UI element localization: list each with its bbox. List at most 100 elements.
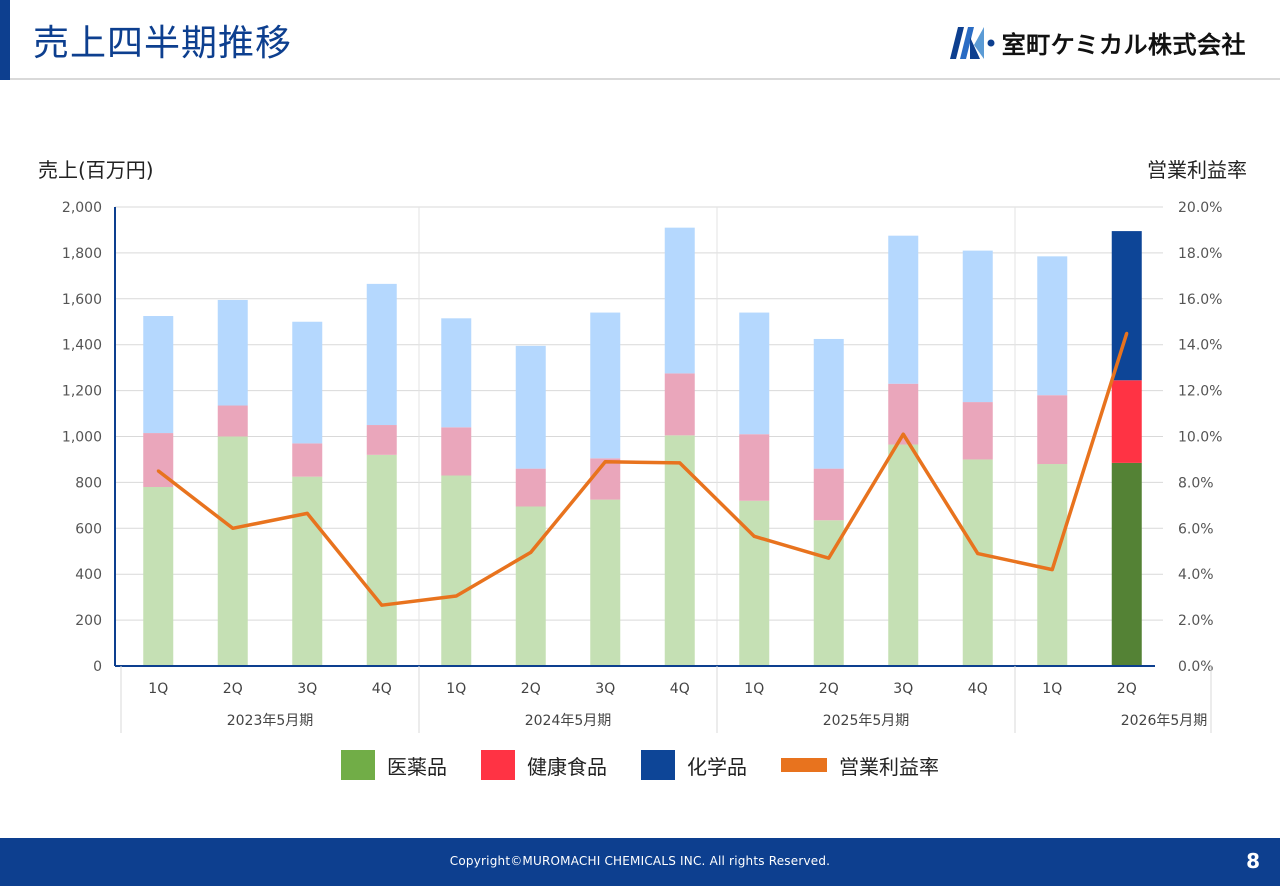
bar-segment [590,499,621,666]
y-tick-label: 1,400 [62,338,102,354]
legend-item: 医薬品 [341,750,447,780]
y-tick-label: 600 [75,521,102,537]
y-tick-label: 1,600 [62,292,102,308]
line-point [1125,331,1129,335]
x-tick-label: 1Q [446,681,466,697]
bar-segment [962,402,993,460]
slide-footer: Copyright©MUROMACHI CHEMICALS INC. All r… [0,838,1280,886]
slide-header: 売上四半期推移 室町ケミカル株式会社 [0,0,1280,80]
x-tick-label: 3Q [893,681,913,697]
bar-segment [217,405,248,437]
bar-segment [1111,380,1142,463]
bar-segment [813,338,844,469]
bar-segment [962,250,993,403]
bar-segment [366,425,397,455]
y2-tick-label: 20.0% [1178,200,1222,216]
x-tick-label: 3Q [595,681,615,697]
legend-label: 医薬品 [387,754,447,779]
bar-segment [1111,231,1142,381]
left-axis-title: 売上(百万円) [38,158,154,182]
copyright-text: Copyright©MUROMACHI CHEMICALS INC. All r… [449,854,831,868]
bar-segment [1111,462,1142,666]
line-point [231,526,235,530]
x-tick-label: 1Q [1042,681,1062,697]
x-tick-label: 4Q [670,681,690,697]
y-tick-label: 200 [75,613,102,629]
y-tick-label: 2,000 [62,200,102,216]
group-label: 2025年5月期 [823,713,910,729]
bar-segment [515,468,546,507]
bar-segment [441,318,472,428]
x-tick-label: 2Q [223,681,243,697]
line-point [529,550,533,554]
bar-segment [292,321,323,444]
group-label: 2026年5月期 [1121,713,1208,729]
bar-segment [292,476,323,666]
bar-segment [515,345,546,469]
x-tick-label: 1Q [148,681,168,697]
bar-segment [143,316,174,434]
bar-segment [590,312,621,459]
line-point [380,603,384,607]
chart-legend: 医薬品 健康食品 化学品 営業利益率 [0,750,1280,780]
bar-segment [515,506,546,666]
line-point [156,469,160,473]
bar-segment [813,468,844,521]
header-accent-bar [0,0,10,80]
x-tick-label: 1Q [744,681,764,697]
bar-segment [441,475,472,666]
bar-segment [441,427,472,476]
y2-tick-label: 14.0% [1178,338,1222,354]
right-axis-title: 営業利益率 [1147,158,1247,182]
y2-tick-label: 6.0% [1178,521,1214,537]
line-point [976,552,980,556]
x-tick-label: 4Q [372,681,392,697]
bar-segment [888,235,919,384]
legend-swatch [341,750,375,780]
y-tick-label: 1,200 [62,384,102,400]
page-title: 売上四半期推移 [33,23,293,64]
y2-tick-label: 2.0% [1178,613,1214,629]
bar-segment [590,458,621,500]
y2-tick-label: 16.0% [1178,292,1222,308]
y2-tick-label: 4.0% [1178,567,1214,583]
y2-tick-label: 12.0% [1178,384,1222,400]
x-tick-label: 2Q [819,681,839,697]
legend-label: 化学品 [687,754,747,779]
bar-segment [664,373,695,436]
legend-swatch [781,758,827,772]
y-tick-label: 1,000 [62,430,102,446]
legend-swatch [641,750,675,780]
x-tick-label: 4Q [968,681,988,697]
y-tick-label: 1,800 [62,246,102,262]
legend-item: 営業利益率 [781,750,939,780]
chart-canvas: 売上(百万円) 営業利益率 0 200 400 600 800 1,000 1,200 1,400… [38,158,1247,733]
line-point [678,461,682,465]
line-point [827,556,831,560]
y2-tick-label: 10.0% [1178,430,1222,446]
y-tick-label: 400 [75,567,102,583]
y2-tick-label: 18.0% [1178,246,1222,262]
y2-tick-label: 8.0% [1178,475,1214,491]
x-tick-label: 3Q [297,681,317,697]
bar-segment [1037,256,1068,396]
group-label: 2023年5月期 [227,713,314,729]
y-tick-label: 800 [75,475,102,491]
company-logo: 室町ケミカル株式会社 [949,22,1246,62]
operating-margin-line [157,332,1129,607]
x-tick-label: 2Q [521,681,541,697]
bar-segment [366,454,397,666]
line-point [752,534,756,538]
legend-swatch [481,750,515,780]
legend-item: 化学品 [641,750,747,780]
line-point [454,594,458,598]
quarterly-sales-chart: 売上(百万円) 営業利益率 0 200 400 600 800 1,000 1,200 1,400… [0,150,1280,750]
bar-segment [366,283,397,426]
line-point [1050,568,1054,572]
page-number: 8 [1246,849,1260,873]
legend-label: 健康食品 [527,754,607,779]
bar-segment [664,227,695,374]
bar-segment [292,443,323,477]
group-label: 2024年5月期 [525,713,612,729]
logo-mark-icon [949,27,995,59]
